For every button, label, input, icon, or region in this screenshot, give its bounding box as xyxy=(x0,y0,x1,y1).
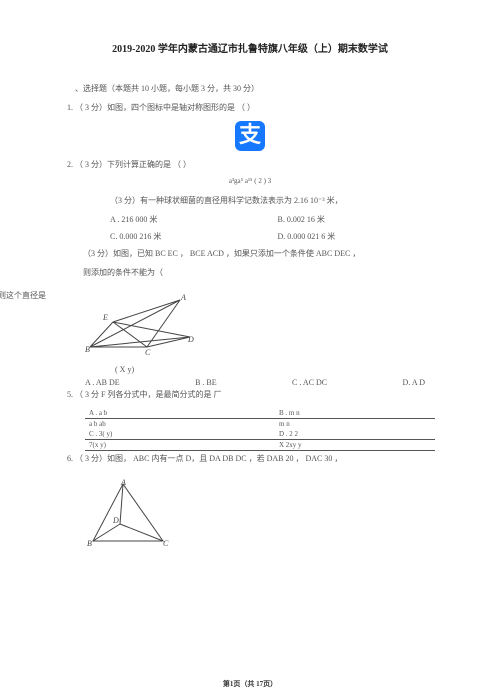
q5-fraction-table: A . a b B . m n a b ab m n C . 3( y) D .… xyxy=(85,408,445,451)
vertex-b-label: B xyxy=(85,345,90,354)
vertex-a-label: A xyxy=(180,293,186,302)
q3-options-row1: A . 216 000 米 B. 0.002 16 米 xyxy=(55,214,445,225)
question-4-line1: （3 分）如图，已知 BC EC ， BCE ACD ，如果只添加一个条件使 A… xyxy=(55,248,445,261)
vertex2-d-label: D xyxy=(112,516,119,525)
vertex-e-label: E xyxy=(102,313,108,322)
tbl-r1-b: B . m n xyxy=(275,408,435,419)
tbl-r4-a: 7(x y) xyxy=(85,439,275,450)
q4-opt-b: B . BE xyxy=(195,378,217,387)
q3-opt-c: C. 0.000 216 米 xyxy=(110,231,278,242)
q3-options-row2: C. 0.000 216 米 D. 0.000 021 6 米 xyxy=(55,231,445,242)
q3-opt-b: B. 0.002 16 米 xyxy=(278,214,446,225)
question-3: （3 分）有一种球状细菌的直径用科学记数法表示为 2.16 10⁻³ 米， xyxy=(55,195,445,208)
tbl-r2-b: m n xyxy=(275,418,435,429)
tbl-r3-b: D . 2 2 xyxy=(275,429,435,440)
q2-formula: a³ga⁵ a¹⁵ ( 2 ) 3 xyxy=(55,177,445,185)
exam-page: 2019-2020 学年内蒙古通辽市扎鲁特旗八年级（上）期末数学试 、选择题（本… xyxy=(0,0,500,571)
tbl-r4-b: X 2xy y xyxy=(275,439,435,450)
q3-opt-d: D. 0.000 021 6 米 xyxy=(278,231,446,242)
xy-label: ( X y) xyxy=(115,365,445,374)
alipay-icon: 支 xyxy=(235,121,265,151)
q3-opt-a: A . 216 000 米 xyxy=(110,214,278,225)
page-title: 2019-2020 学年内蒙古通辽市扎鲁特旗八年级（上）期末数学试 xyxy=(55,40,445,55)
q4-opt-d: D. A D xyxy=(403,378,425,387)
question-4-line2: 则添加的条件不能为（ xyxy=(55,267,445,280)
section-header: 、选择题（本题共 10 小题，每小题 3 分，共 30 分） xyxy=(55,83,445,96)
vertex2-c-label: C xyxy=(163,539,169,548)
geometry-figure-2: A B C D xyxy=(85,479,175,549)
tbl-r3-a: C . 3( y) xyxy=(85,429,275,440)
tbl-r2-a: a b ab xyxy=(85,418,275,429)
q4-options: A . AB DE B . BE C . AC DC D. A D xyxy=(55,378,445,387)
vertex-d-label: D xyxy=(187,335,194,344)
question-5: 5. （ 3 分 F 列各分式中，是最简分式的是 厂 xyxy=(55,389,445,402)
vertex2-b-label: B xyxy=(87,539,92,548)
q4-opt-c: C . AC DC xyxy=(292,378,327,387)
question-2: 2. （ 3 分）下列计算正确的是 （ ） xyxy=(55,159,445,172)
question-6: 6. （ 3 分）如图， ABC 内有一点 D，且 DA DB DC ，若 DA… xyxy=(55,453,445,466)
geometry-figure-1: A B C D E xyxy=(85,292,195,357)
page-footer: 第1页（共 17页） xyxy=(0,679,500,689)
tbl-r1-a: A . a b xyxy=(85,408,275,419)
vertex-c-label: C xyxy=(145,348,151,357)
question-1: 1. （ 3 分）如图，四个图标中是轴对称图形的是 （ ） xyxy=(55,102,445,115)
q4-opt-a: A . AB DE xyxy=(85,378,120,387)
vertex2-a-label: A xyxy=(120,479,126,487)
